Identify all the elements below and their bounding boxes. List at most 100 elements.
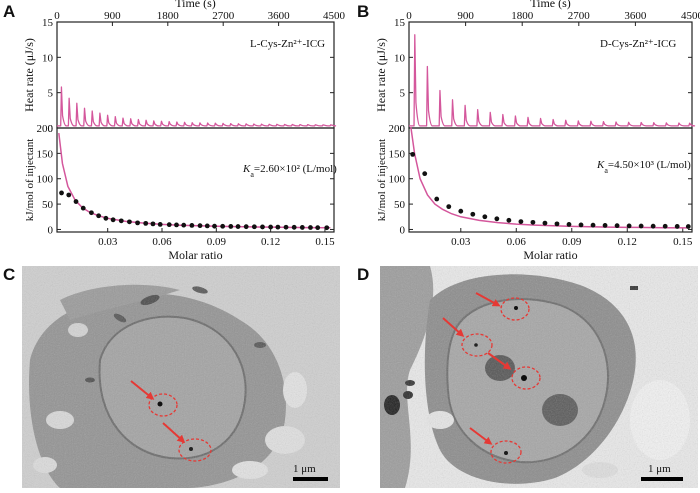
data-point	[482, 214, 488, 220]
panel-a-sample-label: L-Cys-Zn²⁺-ICG	[250, 38, 325, 50]
y-tick-label: 15	[42, 17, 54, 29]
data-point	[251, 224, 257, 230]
data-point	[228, 224, 234, 229]
thermogram-line	[57, 86, 337, 127]
fit-curve	[410, 126, 689, 229]
data-point	[446, 204, 452, 210]
x-tick-label: 3600	[624, 10, 647, 22]
data-point	[530, 219, 536, 225]
y-tick-label: 10	[394, 52, 406, 64]
x2-axis-label: Time (s)	[175, 0, 216, 10]
y-axis-label: Heat rate (μJ/s)	[22, 38, 36, 112]
micrograph-c: 1 μm	[22, 266, 340, 488]
y-tick-label: 150	[37, 148, 54, 160]
panel-b-ka-subscript: a	[604, 166, 608, 175]
y-tick-label: 50	[394, 199, 406, 211]
y-axis-label: Heat rate (μJ/s)	[374, 38, 388, 112]
y-tick-label: 0	[400, 224, 406, 236]
highlight-circle	[490, 440, 522, 464]
y-tick-label: 50	[42, 199, 54, 211]
y-tick-label: 10	[42, 52, 54, 64]
x2-axis-label: Time (s)	[530, 0, 571, 10]
data-point	[59, 190, 64, 196]
highlight-circle	[461, 333, 493, 357]
y-axis-label: kJ/mol of injectant	[376, 139, 388, 221]
data-point	[315, 225, 321, 231]
data-point	[157, 221, 163, 227]
data-point	[110, 217, 116, 223]
x-tick-label: 4500	[323, 10, 346, 22]
y-tick-label: 5	[48, 88, 54, 100]
data-point	[685, 224, 691, 229]
x-tick-label: 0.06	[507, 236, 527, 248]
arrow-icon	[487, 352, 512, 370]
thermogram-line	[409, 34, 696, 127]
panel-a-ka-symbol: K	[242, 163, 251, 175]
panel-b-ka-symbol: K	[596, 159, 605, 171]
data-point	[602, 223, 608, 228]
data-point	[506, 217, 512, 223]
data-point	[638, 223, 644, 229]
scale-bar-c	[293, 477, 328, 481]
data-point	[260, 224, 265, 230]
data-point	[220, 223, 226, 229]
x-axis-label: Molar ratio	[168, 248, 222, 262]
data-point	[103, 215, 109, 221]
x-tick-label: 900	[104, 10, 121, 22]
data-point	[275, 224, 281, 230]
x-tick-label: 0.06	[152, 236, 172, 248]
data-point	[268, 224, 274, 230]
x-tick-label: 900	[457, 10, 474, 22]
x-tick-label: 2700	[568, 10, 591, 22]
x-tick-label: 0.12	[618, 236, 637, 248]
plot-frame	[408, 127, 693, 233]
x-tick-label: 0.15	[315, 236, 335, 248]
x-axis-label: Molar ratio	[523, 248, 577, 262]
panel-letter-a: A	[3, 2, 15, 21]
x-tick-label: 3600	[268, 10, 291, 22]
y-tick-label: 0	[48, 123, 54, 135]
data-point	[308, 225, 313, 230]
arrow-icon	[469, 427, 493, 445]
data-point	[189, 223, 195, 228]
y-tick-label: 200	[389, 123, 406, 135]
data-point	[518, 219, 524, 225]
data-point	[181, 222, 187, 228]
x-tick-label: 0.15	[673, 236, 693, 248]
x-tick-label: 0.09	[562, 236, 582, 248]
data-point	[626, 223, 632, 229]
data-point	[458, 208, 464, 214]
arrow-icon	[442, 317, 465, 338]
x-tick-label: 0.12	[261, 236, 280, 248]
data-point	[135, 220, 140, 226]
x-tick-label: 0.09	[207, 236, 227, 248]
panel-letter-c: C	[3, 265, 15, 284]
data-point	[470, 211, 476, 217]
x-tick-label: 0.03	[451, 236, 471, 248]
y-tick-label: 100	[37, 174, 54, 186]
y-tick-label: 200	[37, 123, 54, 135]
arrow-icon	[130, 380, 155, 400]
y-tick-label: 15	[394, 17, 406, 29]
data-point	[554, 221, 560, 227]
highlight-circle	[178, 438, 212, 462]
highlight-circle	[500, 297, 530, 321]
data-point	[650, 223, 656, 229]
panel-b-ka-value: =4.50×10³ (L/mol)	[608, 159, 691, 171]
panel-a-ka-subscript: a	[250, 170, 254, 179]
x-tick-label: 0	[406, 10, 412, 22]
x-tick-label: 0	[54, 10, 60, 22]
y-tick-label: 5	[400, 88, 406, 100]
data-point	[88, 210, 94, 216]
data-point	[66, 192, 72, 198]
plot-frame	[56, 127, 335, 233]
data-point	[174, 222, 179, 228]
data-point	[73, 199, 79, 204]
data-point	[243, 224, 249, 230]
data-point	[410, 151, 416, 157]
panel-letter-d: D	[357, 265, 369, 284]
